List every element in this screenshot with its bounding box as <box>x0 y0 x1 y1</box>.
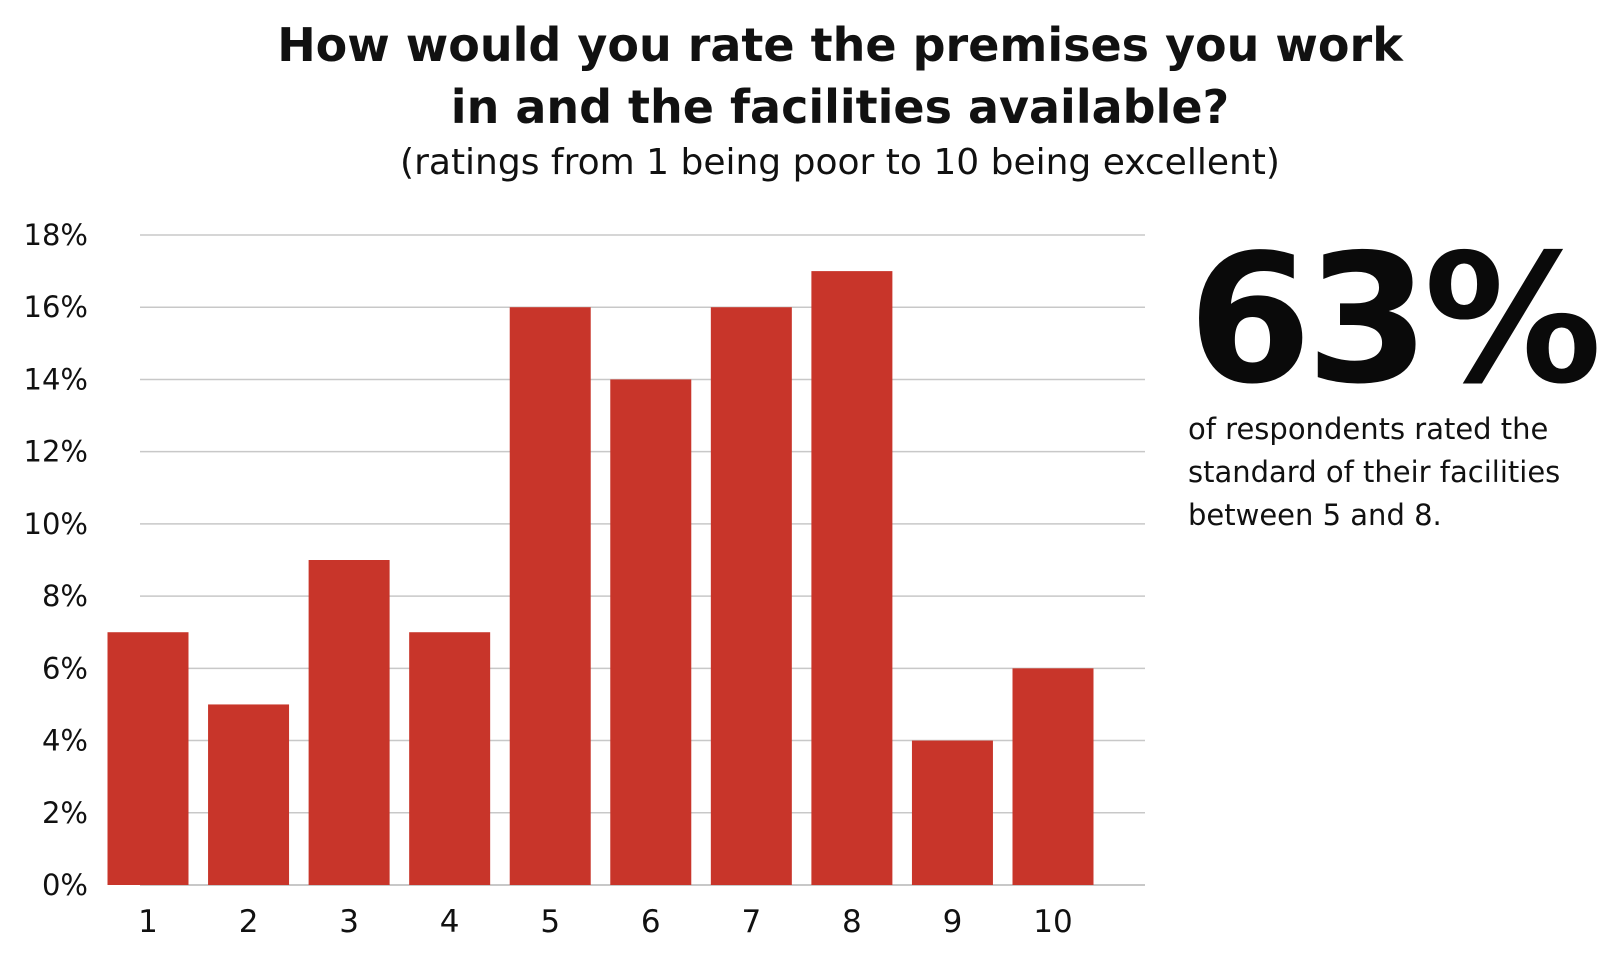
x-tick-label-6: 6 <box>641 904 661 940</box>
callout-text: of respondents rated the standard of the… <box>1188 408 1606 537</box>
x-tick-label-3: 3 <box>339 904 359 940</box>
bar-3 <box>308 560 390 885</box>
x-tick-label-10: 10 <box>1033 904 1072 940</box>
y-tick-label: 4% <box>42 724 88 758</box>
x-tick-label-8: 8 <box>842 904 862 940</box>
callout-line-3: between 5 and 8. <box>1188 498 1442 532</box>
bar-7 <box>710 307 792 885</box>
y-tick-label: 16% <box>24 290 88 324</box>
bars <box>107 271 1094 886</box>
y-tick-label: 18% <box>24 218 88 252</box>
bar-9 <box>911 740 993 885</box>
x-tick-label-2: 2 <box>239 904 259 940</box>
y-tick-label: 8% <box>42 579 88 613</box>
y-tick-label: 12% <box>24 435 88 469</box>
bar-5 <box>509 307 591 885</box>
bar-6 <box>610 379 692 885</box>
chart-title-line-1: How would you rate the premises you work <box>277 18 1403 72</box>
callout-value: 63% <box>1188 232 1602 423</box>
y-tick-label: 10% <box>24 507 88 541</box>
bar-4 <box>409 632 491 885</box>
y-axis: 0% 2% 4% 6% 8% 10% 12% 14% 16% 18% <box>24 218 88 902</box>
x-tick-label-7: 7 <box>741 904 761 940</box>
chart-title-line-2: in and the facilities available? <box>450 80 1230 134</box>
bar-2 <box>208 704 290 885</box>
x-axis: 1 2 3 4 5 6 7 8 9 10 <box>138 904 1073 940</box>
bar-1 <box>107 632 189 885</box>
chart-title: How would you rate the premises you work… <box>180 14 1500 138</box>
y-tick-label: 6% <box>42 651 88 685</box>
bar-10 <box>1012 668 1094 885</box>
x-tick-label-9: 9 <box>943 904 963 940</box>
y-tick-label: 14% <box>24 362 88 396</box>
x-tick-label-5: 5 <box>540 904 560 940</box>
bar-8 <box>811 271 893 886</box>
bar-chart: 0% 2% 4% 6% 8% 10% 12% 14% 16% 18% 1 2 3 4 5 6 7 8 9 10 <box>24 218 1145 940</box>
x-tick-label-4: 4 <box>440 904 460 940</box>
y-tick-label: 0% <box>42 868 88 902</box>
callout-panel: 63% of respondents rated the standard of… <box>1188 232 1606 537</box>
callout-line-1: of respondents rated the <box>1188 412 1549 446</box>
y-tick-label: 2% <box>42 796 88 830</box>
callout-line-2: standard of their facilities <box>1188 455 1561 489</box>
x-tick-label-1: 1 <box>138 904 158 940</box>
chart-subtitle: (ratings from 1 being poor to 10 being e… <box>400 142 1280 183</box>
